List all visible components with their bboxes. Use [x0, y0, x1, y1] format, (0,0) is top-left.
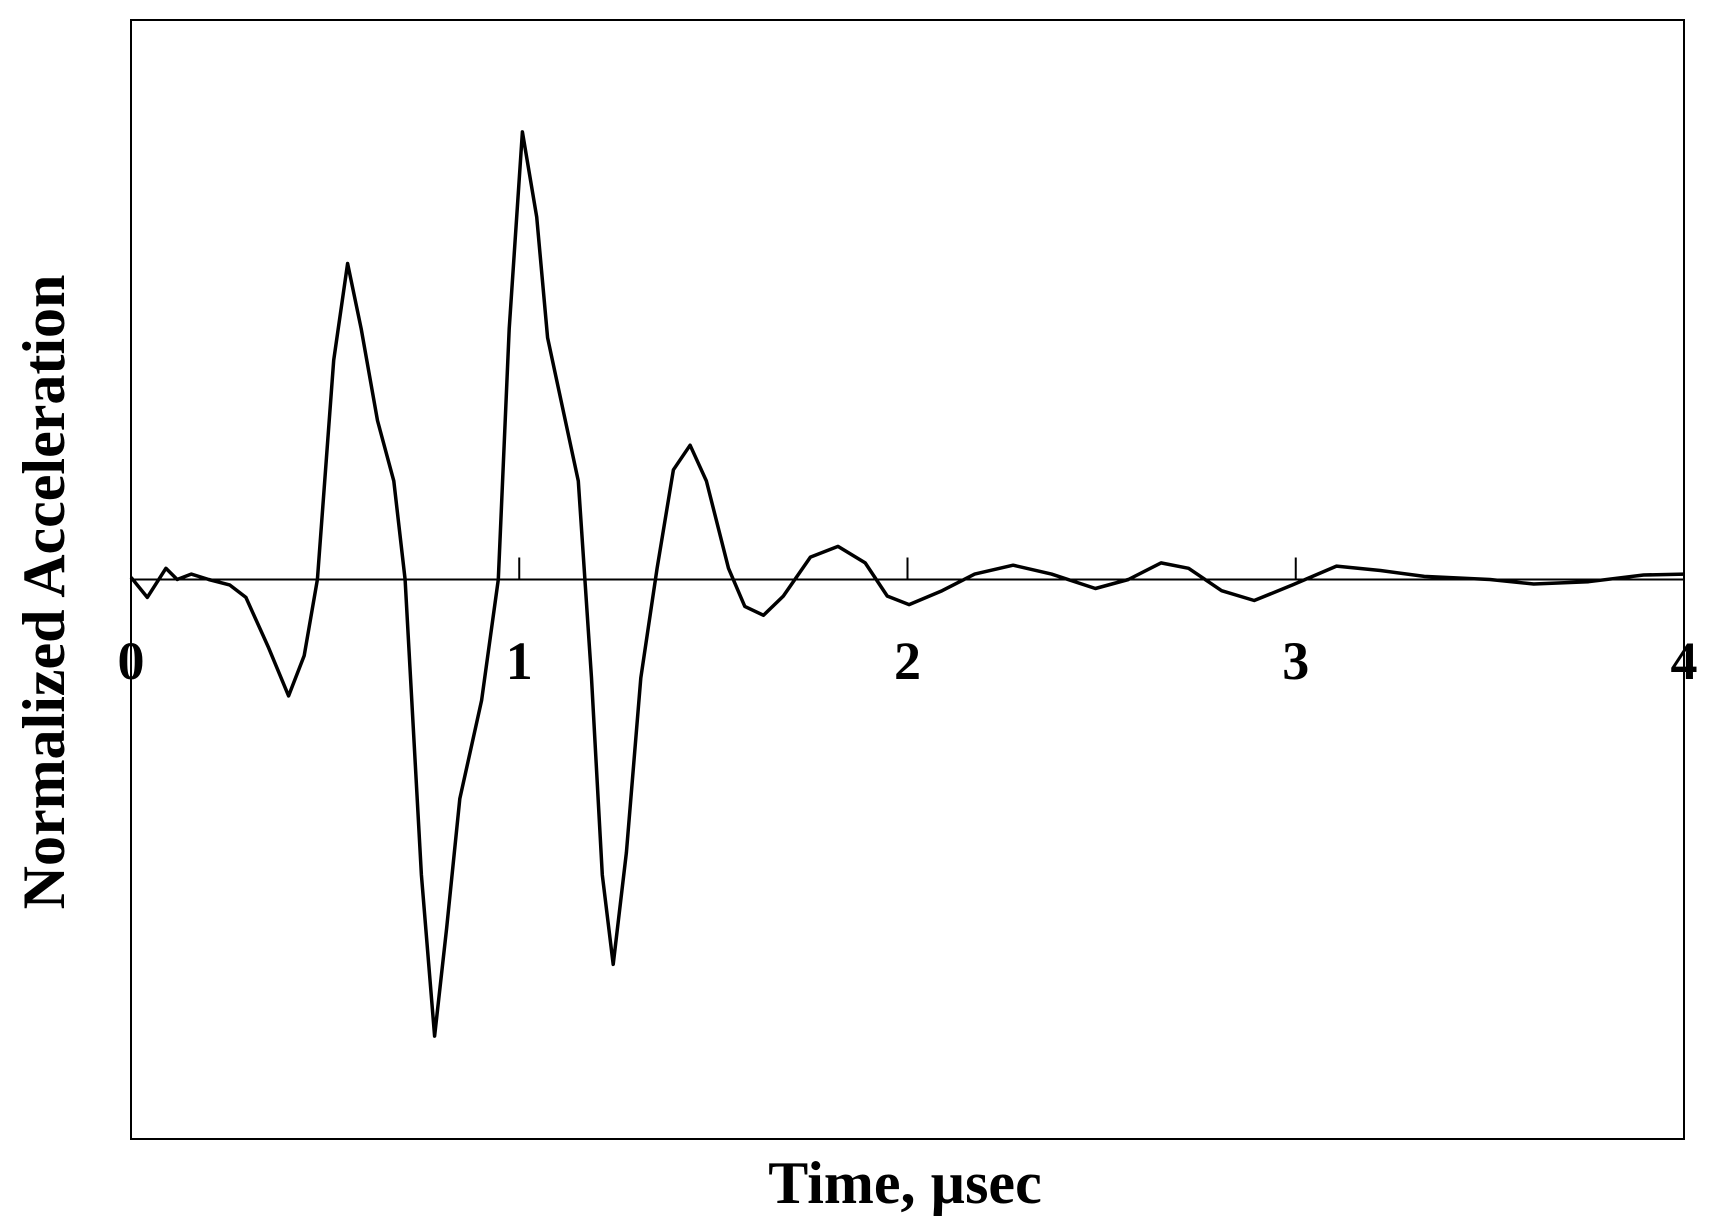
y-axis-title: Normalized Acceleration	[11, 275, 77, 910]
x-tick-label: 4	[1671, 631, 1698, 691]
x-tick-label: 1	[506, 631, 533, 691]
data-line	[129, 130, 1685, 1038]
x-axis-title: Time, µsec	[768, 1150, 1041, 1216]
x-tick-label: 0	[118, 631, 145, 691]
x-tick-label: 2	[894, 631, 921, 691]
x-tick-label: 3	[1282, 631, 1309, 691]
